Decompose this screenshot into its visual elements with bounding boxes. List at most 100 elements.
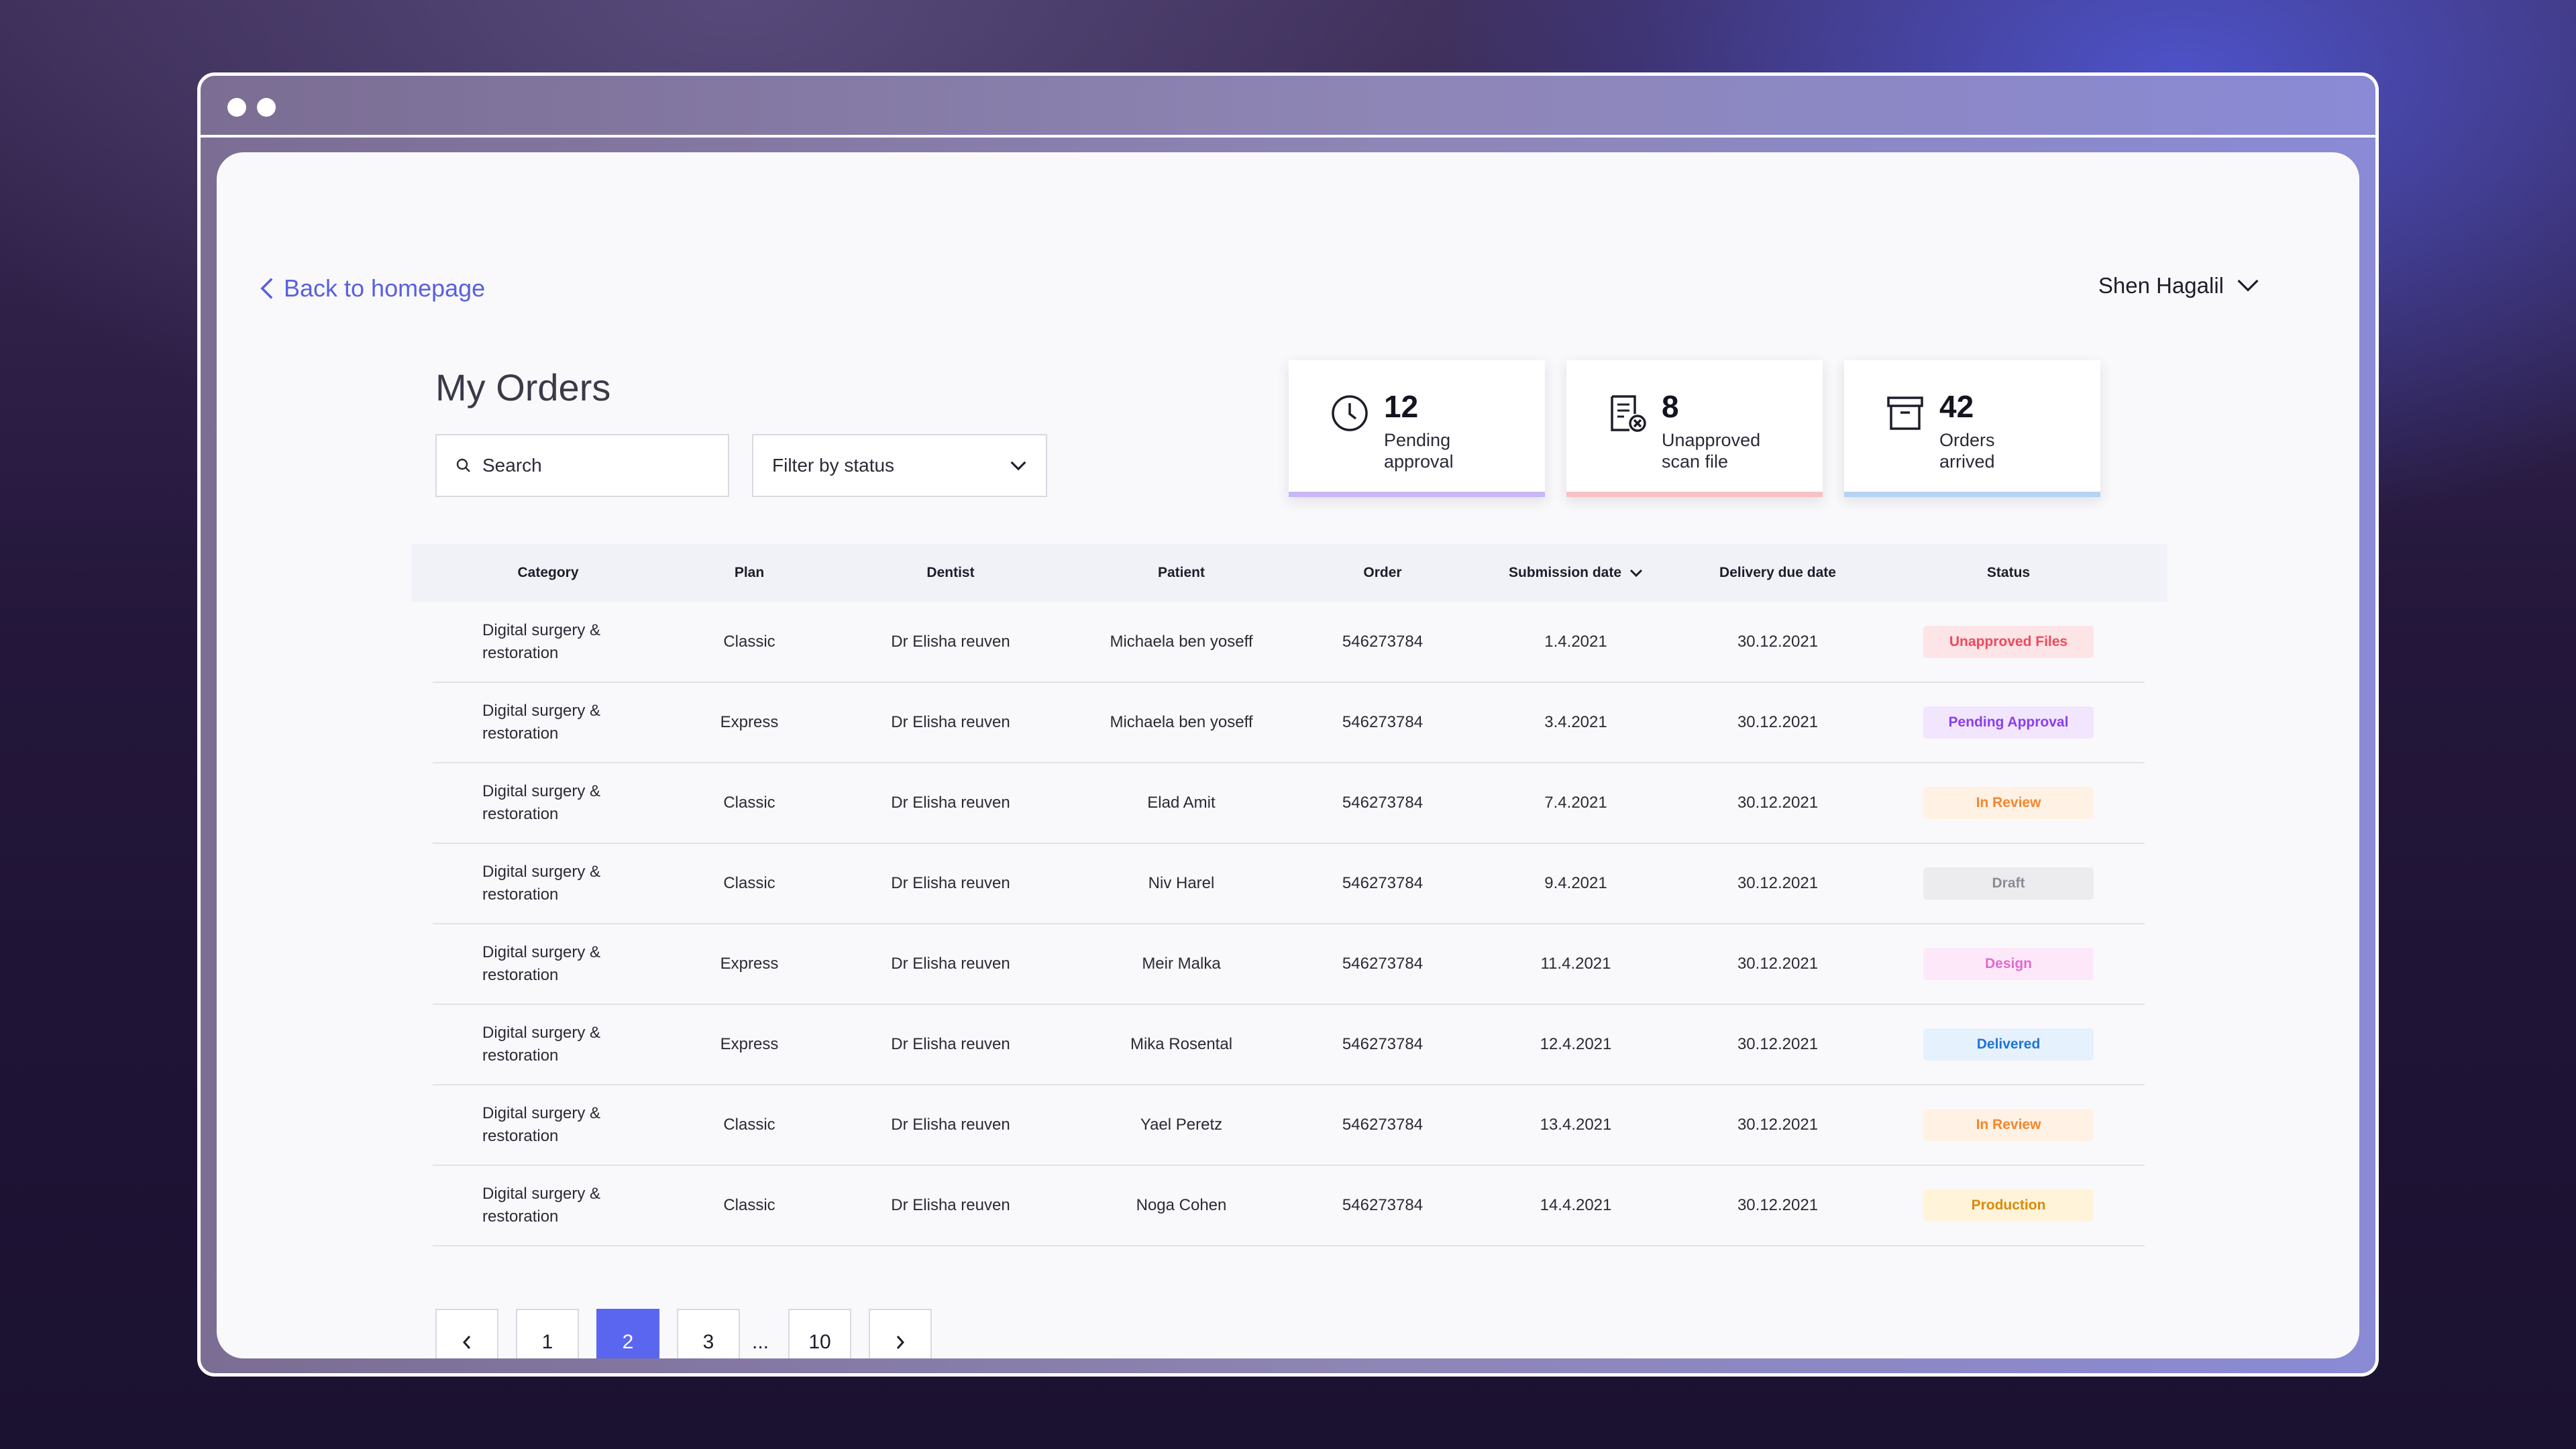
cell-dentist: Dr Elisha reuven [835, 682, 1066, 763]
pagination-page-1[interactable]: 1 [516, 1309, 579, 1358]
window-titlebar [201, 76, 2375, 138]
cell-submission-date: 11.4.2021 [1468, 924, 1683, 1005]
header-spacer [411, 544, 433, 602]
column-header-order[interactable]: Order [1363, 565, 1402, 580]
status-badge[interactable]: Unapproved Files [1923, 625, 2094, 658]
pagination-page-10[interactable]: 10 [788, 1309, 851, 1358]
column-header-submission-date[interactable]: Submission date [1468, 544, 1683, 602]
row-spacer [411, 924, 433, 1004]
cell-patient: Mika Rosental [1066, 1004, 1297, 1085]
clock-icon [1332, 395, 1368, 431]
stat-value: 12 [1384, 389, 1419, 424]
status-filter-label: Filter by status [772, 455, 895, 476]
file-rejected-icon [1611, 395, 1646, 432]
cell-category: Digital surgery & restoration [433, 763, 663, 844]
cell-order: 546273784 [1297, 843, 1468, 924]
table-row[interactable]: Digital surgery & restoration Classic Dr El… [411, 763, 2167, 844]
cell-submission-date: 3.4.2021 [1468, 682, 1683, 763]
column-header-status[interactable]: Status [1986, 565, 2031, 580]
browser-window: Back to homepage Shen Hagalil My Orders … [197, 72, 2379, 1377]
stat-value: 42 [1939, 389, 1974, 424]
cell-patient: Noga Cohen [1066, 1165, 1297, 1246]
row-spacer [411, 682, 433, 763]
stat-label: Unapproved scan file [1662, 430, 1761, 472]
cell-plan: Classic [663, 1165, 835, 1246]
back-link-label: Back to homepage [284, 274, 486, 302]
row-spacer [411, 1004, 433, 1085]
column-header-plan[interactable]: Plan [734, 565, 765, 580]
back-to-homepage-link[interactable]: Back to homepage [260, 274, 485, 303]
status-badge[interactable]: Delivered [1923, 1028, 2094, 1061]
cell-category: Digital surgery & restoration [433, 1085, 663, 1166]
window-dot-close[interactable] [227, 98, 246, 117]
row-spacer [411, 763, 433, 843]
cell-order: 546273784 [1297, 924, 1468, 1005]
column-header-patient[interactable]: Patient [1157, 565, 1205, 580]
pagination-page-2-current[interactable]: 2 [596, 1309, 659, 1358]
table-row[interactable]: Digital surgery & restoration Express Dr El… [411, 1004, 2167, 1085]
column-header-delivery-due-date[interactable]: Delivery due date [1719, 565, 1836, 580]
status-badge[interactable]: Pending Approval [1923, 706, 2094, 739]
status-badge[interactable]: In Review [1923, 787, 2094, 819]
cell-status: Design [1872, 924, 2145, 1005]
pagination-next-button[interactable] [869, 1309, 932, 1358]
table-row[interactable]: Digital surgery & restoration Express Dr El… [411, 682, 2167, 763]
status-badge[interactable]: In Review [1923, 1109, 2094, 1141]
cell-category: Digital surgery & restoration [433, 682, 663, 763]
cell-submission-date: 1.4.2021 [1468, 602, 1683, 683]
user-menu[interactable]: Shen Hagalil [2098, 273, 2259, 299]
row-spacer [411, 1165, 433, 1246]
stat-label: Pending approval [1384, 430, 1454, 472]
row-spacer [2145, 1004, 2167, 1085]
stat-value: 8 [1662, 389, 1679, 424]
table-row[interactable]: Digital surgery & restoration Classic Dr El… [411, 1085, 2167, 1166]
cell-status: Unapproved Files [1872, 602, 2145, 683]
cell-dentist: Dr Elisha reuven [835, 843, 1066, 924]
cell-patient: Michaela ben yoseff [1066, 602, 1297, 683]
column-header-dentist[interactable]: Dentist [926, 565, 975, 580]
status-badge[interactable]: Draft [1923, 867, 2094, 900]
row-spacer [2145, 763, 2167, 843]
cell-plan: Express [663, 1004, 835, 1085]
column-header-category[interactable]: Category [517, 565, 579, 580]
cell-delivery-due-date: 30.12.2021 [1683, 602, 1872, 683]
stat-card-unapproved-scan[interactable]: 8 Unapproved scan file [1566, 360, 1823, 497]
window-dot-minimize[interactable] [257, 98, 276, 117]
search-box[interactable] [435, 434, 729, 497]
table-row[interactable]: Digital surgery & restoration Classic Dr El… [411, 843, 2167, 924]
orders-table: Category Plan Dentist Patient Order Subm… [411, 544, 2167, 1246]
stat-accent-bar [1289, 492, 1545, 497]
cell-delivery-due-date: 30.12.2021 [1683, 843, 1872, 924]
table-row[interactable]: Digital surgery & restoration Classic Dr El… [411, 1165, 2167, 1246]
cell-dentist: Dr Elisha reuven [835, 602, 1066, 683]
cell-status: Production [1872, 1165, 2145, 1246]
status-filter-dropdown[interactable]: Filter by status [752, 434, 1047, 497]
page-title: My Orders [435, 366, 611, 409]
cell-order: 546273784 [1297, 602, 1468, 683]
status-badge[interactable]: Design [1923, 948, 2094, 980]
cell-order: 546273784 [1297, 763, 1468, 844]
cell-category: Digital surgery & restoration [433, 1004, 663, 1085]
cell-plan: Express [663, 924, 835, 1005]
status-badge[interactable]: Production [1923, 1189, 2094, 1222]
pagination-page-3[interactable]: 3 [677, 1309, 740, 1358]
table-header-row: Category Plan Dentist Patient Order Subm… [411, 544, 2167, 602]
cell-category: Digital surgery & restoration [433, 602, 663, 683]
stat-card-pending-approval[interactable]: 12 Pending approval [1289, 360, 1545, 497]
stat-card-orders-arrived[interactable]: 42 Orders arrived [1844, 360, 2100, 497]
header-spacer [2145, 544, 2167, 602]
cell-submission-date: 13.4.2021 [1468, 1085, 1683, 1166]
user-name: Shen Hagalil [2098, 273, 2224, 298]
cell-submission-date: 7.4.2021 [1468, 763, 1683, 844]
cell-order: 546273784 [1297, 682, 1468, 763]
cell-plan: Classic [663, 602, 835, 683]
pagination-prev-button[interactable] [435, 1309, 498, 1358]
sort-chevron-down-icon [1629, 569, 1643, 577]
row-spacer [411, 602, 433, 682]
cell-status: In Review [1872, 1085, 2145, 1166]
table-row[interactable]: Digital surgery & restoration Express Dr El… [411, 924, 2167, 1005]
row-spacer [2145, 1165, 2167, 1246]
search-input[interactable] [481, 454, 712, 477]
table-row[interactable]: Digital surgery & restoration Classic Dr El… [411, 602, 2167, 683]
cell-category: Digital surgery & restoration [433, 1165, 663, 1246]
